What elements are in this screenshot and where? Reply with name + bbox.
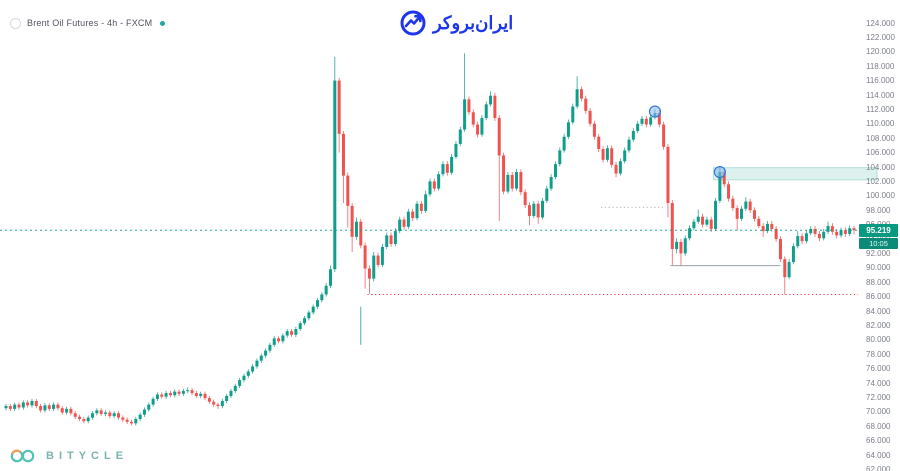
broker-name: ایران‌بروکر [433, 13, 514, 33]
price-axis-label: 100.000 [866, 191, 895, 201]
bar-countdown-badge: 10:05 [859, 237, 898, 249]
price-axis-label: 112.000 [866, 104, 895, 114]
price-axis-label: 120.000 [866, 47, 895, 57]
price-axis-label: 72.000 [866, 392, 891, 402]
watermark-text: BITYCLE [46, 450, 129, 462]
price-axis-label: 74.000 [866, 378, 891, 388]
price-axis-label: 114.000 [866, 90, 895, 100]
price-axis-label: 90.000 [866, 263, 891, 273]
price-axis-label: 116.000 [866, 76, 895, 86]
price-axis-label: 92.000 [866, 248, 891, 258]
price-axis-label: 106.000 [866, 148, 895, 158]
price-axis-label: 124.000 [866, 18, 895, 28]
price-axis-label: 66.000 [866, 436, 891, 446]
price-axis-label: 122.000 [866, 32, 895, 42]
price-axis-label: 98.000 [866, 205, 891, 215]
price-axis-label: 86.000 [866, 292, 891, 302]
price-axis-label: 84.000 [866, 306, 891, 316]
price-axis-label: 82.000 [866, 320, 891, 330]
blue-circle-marker[interactable] [648, 105, 662, 118]
price-axis[interactable]: 124.000 122.000 120.000 118.000 116.000 114.0… [860, 0, 900, 471]
price-axis-label: 104.000 [866, 162, 895, 172]
price-axis-label: 62.000 [866, 464, 891, 471]
price-axis-label: 118.000 [866, 61, 895, 71]
price-axis-label: 76.000 [866, 364, 891, 374]
symbol-title: Brent Oil Futures - 4h - FXCM [27, 18, 153, 28]
current-price-badge: 95.219 [859, 223, 898, 237]
bitycle-watermark: BITYCLE [8, 447, 128, 465]
price-axis-label: 102.000 [866, 176, 895, 186]
price-axis-label: 80.000 [866, 335, 891, 345]
blue-circle-marker[interactable] [713, 165, 726, 179]
symbol-logo-placeholder-icon [10, 17, 21, 29]
broker-logo: ایران‌بروکر [398, 8, 513, 38]
price-axis-label: 64.000 [866, 450, 891, 460]
price-axis-label: 78.000 [866, 349, 891, 359]
price-axis-label: 70.000 [866, 407, 891, 417]
supply-zone-box[interactable] [713, 167, 878, 181]
market-status-dot-icon [160, 20, 166, 26]
price-axis-label: 68.000 [866, 421, 891, 431]
price-axis-label: 108.000 [866, 133, 895, 143]
price-axis-label: 110.000 [866, 119, 895, 129]
drawing-lines-layer [360, 206, 858, 345]
price-axis-label: 88.000 [866, 277, 891, 287]
candles-layer [4, 53, 856, 426]
trend-circle-icon [400, 10, 426, 36]
symbol-legend[interactable]: Brent Oil Futures - 4h - FXCM [10, 16, 166, 30]
infinity-logo-icon [10, 449, 35, 463]
